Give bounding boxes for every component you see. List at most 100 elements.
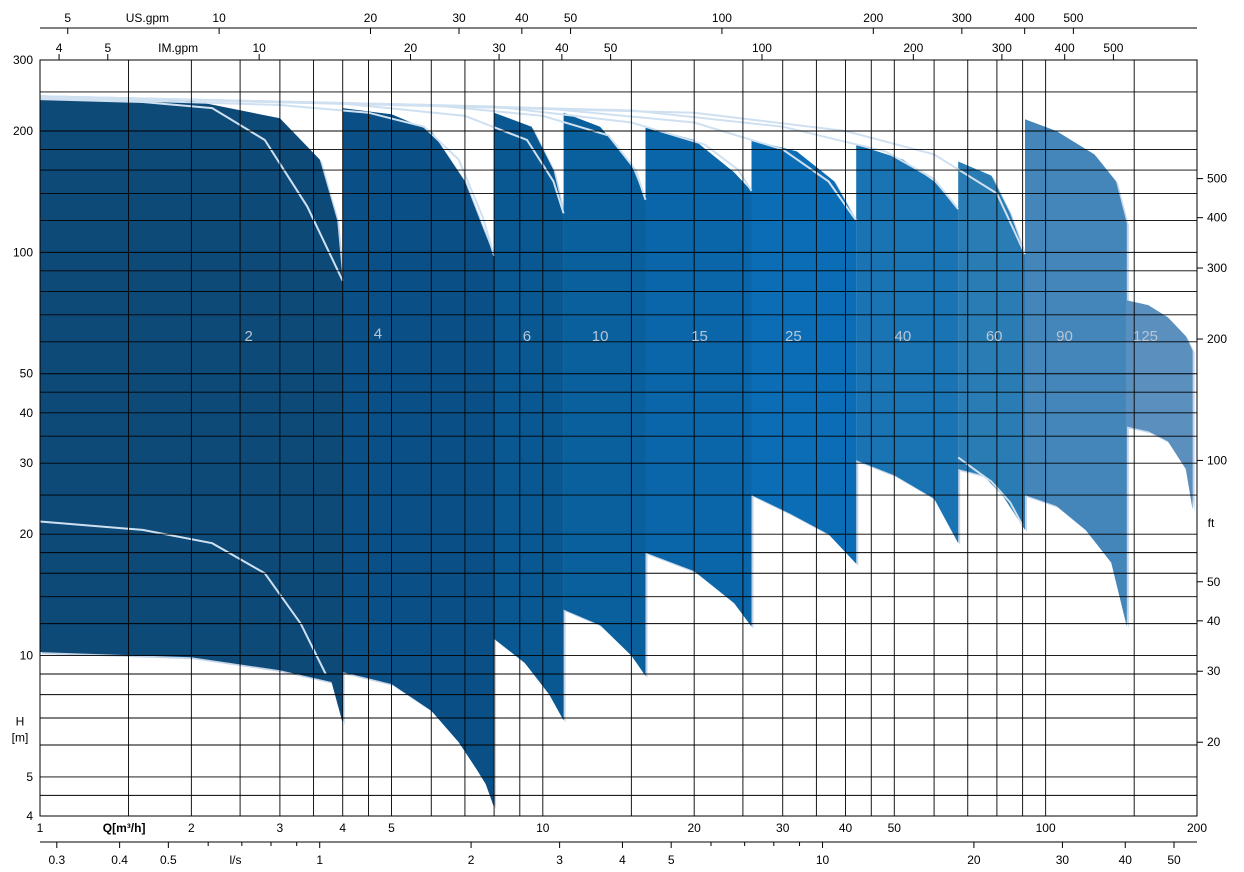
range-label-125: 125 <box>1133 328 1158 345</box>
ft-tick-label: 50 <box>1207 575 1221 589</box>
ls-tick-label: 30 <box>1056 853 1070 867</box>
x-tick-label: 1 <box>37 821 44 835</box>
ls-tick-label: 50 <box>1167 853 1181 867</box>
x-tick-label: 100 <box>1036 821 1056 835</box>
axes: 1 2 3 4 5 10 20 30 40 50 100 200 Q[m³/h] 0.3 0.4 0.5 1 2 3… <box>12 11 1228 867</box>
imgpm-tick-label: 400 <box>1055 41 1075 55</box>
y-tick-label: 20 <box>20 527 34 541</box>
y-axis-label-h: H <box>16 715 25 729</box>
ls-tick-label: 10 <box>816 853 830 867</box>
ls-tick-label: 40 <box>1119 853 1133 867</box>
imgpm-axis-label: IM.gpm <box>158 41 198 55</box>
x-tick-label: 5 <box>388 821 395 835</box>
y-tick-label: 40 <box>20 406 34 420</box>
range-label-60: 60 <box>986 328 1003 345</box>
usgpm-tick-label: 10 <box>212 11 226 25</box>
imgpm-tick-label: 50 <box>604 41 618 55</box>
pump-area-25 <box>751 140 857 564</box>
x-tick-label: 3 <box>277 821 284 835</box>
range-label-6: 6 <box>523 328 531 345</box>
y-tick-label: 100 <box>13 245 33 259</box>
ls-tick-label: 3 <box>556 853 563 867</box>
x-tick-label: 50 <box>888 821 902 835</box>
usgpm-tick-label: 20 <box>364 11 378 25</box>
ls-tick-label: 4 <box>619 853 626 867</box>
pump-range-labels: 2 4 6 10 15 25 40 60 90 125 <box>244 325 1158 345</box>
ft-tick-label: 400 <box>1207 211 1227 225</box>
usgpm-tick-label: 100 <box>712 11 732 25</box>
pump-curve-2-0 <box>39 98 344 282</box>
y-tick-label: 200 <box>13 124 33 138</box>
imgpm-tick-label: 100 <box>752 41 772 55</box>
ls-tick-label: 2 <box>468 853 475 867</box>
pump-curve-2-1 <box>39 520 327 675</box>
pump-area-90 <box>1025 119 1127 627</box>
ls-tick-label: 0.5 <box>160 853 177 867</box>
y-tick-label: 5 <box>26 770 33 784</box>
imgpm-tick-label: 4 <box>56 41 63 55</box>
ls-tick-label: 1 <box>316 853 323 867</box>
ft-axis-label: ft <box>1208 516 1215 530</box>
y-tick-label: 50 <box>20 367 34 381</box>
usgpm-tick-label: 30 <box>452 11 466 25</box>
pump-area-4 <box>342 108 495 808</box>
x-tick-label: 2 <box>188 821 195 835</box>
imgpm-tick-label: 300 <box>992 41 1012 55</box>
y-tick-label: 30 <box>20 456 34 470</box>
pump-area-15 <box>645 126 752 627</box>
ft-tick-label: 300 <box>1207 261 1227 275</box>
imgpm-tick-label: 20 <box>404 41 418 55</box>
pump-area-40 <box>856 144 959 544</box>
range-label-40: 40 <box>894 328 911 345</box>
imgpm-tick-label: 200 <box>903 41 923 55</box>
range-label-2: 2 <box>244 328 252 345</box>
y-tick-label: 4 <box>26 809 33 823</box>
y-axis-label-m: [m] <box>12 731 29 745</box>
ft-tick-label: 100 <box>1207 453 1227 467</box>
range-label-90: 90 <box>1056 328 1073 345</box>
ft-tick-label: 500 <box>1207 172 1227 186</box>
plot-frame <box>39 59 1198 817</box>
x-tick-label: 30 <box>776 821 790 835</box>
usgpm-tick-label: 200 <box>863 11 883 25</box>
range-label-10: 10 <box>592 328 609 345</box>
usgpm-axis-label: US.gpm <box>126 11 169 25</box>
range-label-4: 4 <box>374 325 382 342</box>
y-tick-label: 300 <box>13 53 33 67</box>
x-tick-label: 20 <box>688 821 702 835</box>
pump-area-60 <box>958 161 1025 530</box>
range-label-25: 25 <box>785 328 802 345</box>
imgpm-tick-label: 30 <box>492 41 506 55</box>
imgpm-tick-label: 10 <box>252 41 266 55</box>
grid-lines <box>39 59 1198 817</box>
x-axis-label: Q[m³/h] <box>103 821 146 835</box>
ft-tick-label: 30 <box>1207 664 1221 678</box>
usgpm-tick-label: 400 <box>1015 11 1035 25</box>
imgpm-tick-label: 40 <box>555 41 569 55</box>
y-tick-label: 10 <box>20 649 34 663</box>
imgpm-tick-label: 500 <box>1103 41 1123 55</box>
ft-tick-label: 20 <box>1207 735 1221 749</box>
x-tick-label: 200 <box>1187 821 1207 835</box>
x-tick-label: 4 <box>339 821 346 835</box>
usgpm-tick-label: 40 <box>515 11 529 25</box>
x-tick-label: 10 <box>536 821 550 835</box>
usgpm-tick-label: 50 <box>564 11 578 25</box>
usgpm-tick-label: 500 <box>1063 11 1083 25</box>
pump-area-10 <box>563 112 646 676</box>
pump-curves <box>39 95 1026 675</box>
pump-area-125 <box>1126 300 1193 510</box>
imgpm-tick-label: 5 <box>104 41 111 55</box>
range-label-15: 15 <box>691 328 708 345</box>
ls-tick-label: 5 <box>668 853 675 867</box>
usgpm-tick-label: 300 <box>952 11 972 25</box>
ft-tick-label: 200 <box>1207 332 1227 346</box>
pump-curve-40-1 <box>957 456 1024 527</box>
pump-area-6 <box>494 112 564 721</box>
ft-tick-label: 40 <box>1207 614 1221 628</box>
x-tick-label: 40 <box>839 821 853 835</box>
ls-tick-label: 0.4 <box>111 853 128 867</box>
pump-curve-60-0 <box>39 95 1026 255</box>
ls-tick-label: 20 <box>967 853 981 867</box>
